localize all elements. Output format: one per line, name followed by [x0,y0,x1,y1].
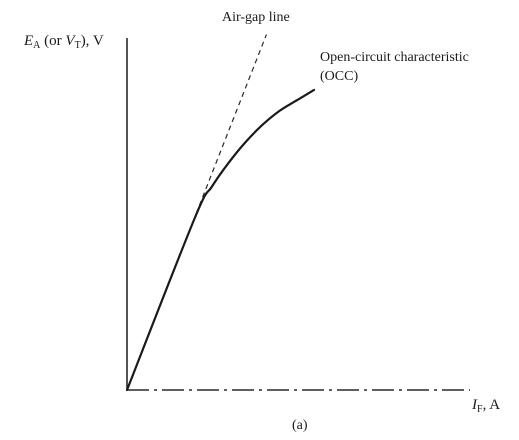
x-axis-label-subscript: F [477,404,483,415]
occ-label-line2: (OCC) [320,69,359,84]
x-axis-label-symbol: I [472,397,477,413]
y-axis-label-middle: (or [40,33,66,49]
y-axis-label-symbol2: V [65,33,75,49]
y-axis-label: EA (or VT), V [24,33,104,51]
y-axis-label-subscript: A [33,40,41,51]
y-axis-label-unit: ), V [80,33,104,49]
y-axis-label-subscript2: T [74,40,81,51]
occ-label-line1: Open-circuit characteristic [320,50,469,65]
x-axis-label: IF, A [472,397,501,415]
air-gap-line-label: Air-gap line [222,10,290,25]
panel-label: (a) [292,418,308,433]
occ-curve [125,88,316,392]
y-axis-label-symbol: E [24,33,34,49]
x-axis-label-unit: , A [482,397,501,413]
